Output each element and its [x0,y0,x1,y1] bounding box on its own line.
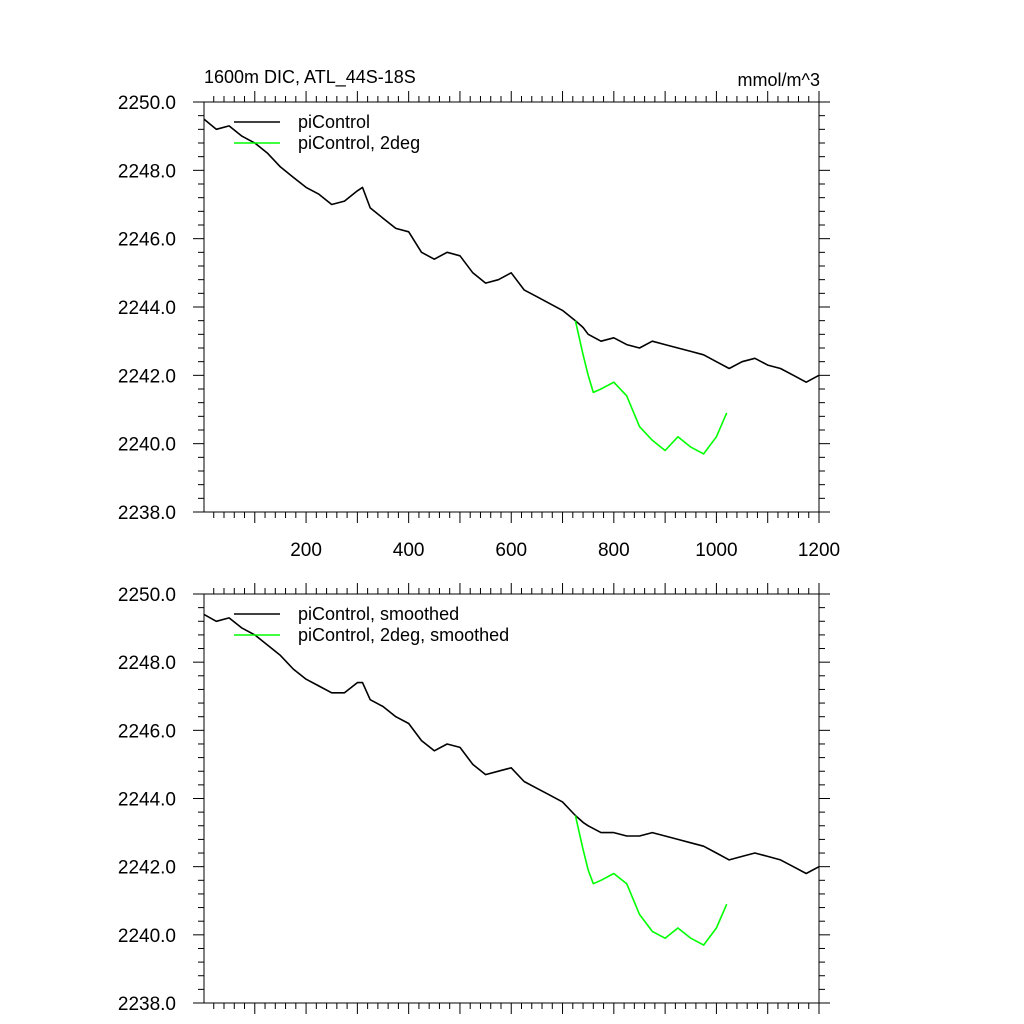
y-tick-label: 2250.0 [118,585,176,606]
x-tick-label: 400 [393,540,425,561]
x-tick-label: 1200 [798,540,840,561]
y-tick-label: 2242.0 [118,366,176,387]
x-tick-label: 800 [598,540,630,561]
legend-label: piControl, 2deg, smoothed [298,625,509,645]
chart-title: 1600m DIC, ATL_44S-18S [204,67,416,88]
y-tick-label: 2248.0 [118,653,176,674]
series-line-black [203,613,820,875]
y-tick-label: 2240.0 [118,926,176,947]
y-tick-label: 2246.0 [118,230,176,251]
y-tick-label: 2244.0 [118,790,176,811]
y-tick-label: 2248.0 [118,161,176,182]
top-panel: 2238.0 2240.0 2242.0 2244.0 2246.0 2248.0 2250… [118,91,840,561]
x-tick-label: 1000 [695,540,737,561]
series-line-green [574,320,728,455]
y-tick-label: 2246.0 [118,721,176,742]
y-tick-label: 2238.0 [118,503,176,524]
y-tick-label: 2242.0 [118,858,176,879]
legend-label: piControl, smoothed [298,604,459,624]
y-tick-label: 2244.0 [118,298,176,319]
x-tick-label: 200 [290,540,322,561]
y-tick-label: 2250.0 [118,93,176,114]
x-tick-label: 600 [495,540,527,561]
y-tick-label: 2240.0 [118,435,176,456]
legend-label: piControl [298,112,370,132]
units-label: mmol/m^3 [738,70,820,90]
y-tick-label: 2238.0 [118,994,176,1015]
legend-label: piControl, 2deg [298,133,420,153]
series-line-black [203,118,820,383]
series-line-green [574,815,728,946]
bottom-panel: 2238.0 2240.0 2242.0 2244.0 2246.0 2248.0 2250… [118,583,830,1015]
